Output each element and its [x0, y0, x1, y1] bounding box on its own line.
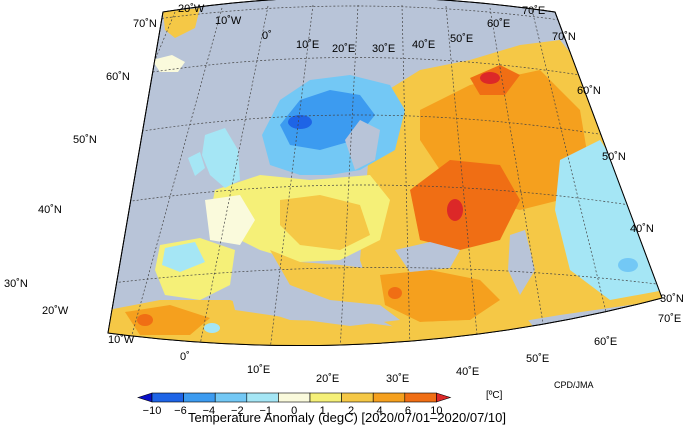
turkey-hot-spot [388, 287, 402, 299]
graticule-lat-70 [149, 5, 561, 21]
colorbar-segment [246, 392, 279, 403]
north-russia-peak-core [480, 72, 500, 84]
greenland-edge [163, 8, 200, 38]
colorbar-tick-label: −4 [203, 405, 216, 417]
map-border [107, 0, 663, 347]
scandinavia-coldest-spot [288, 115, 312, 129]
colorbar-min-arrow [137, 392, 153, 403]
lat-label-right: 70˚N [552, 31, 576, 43]
graticule-lon-10e [269, 4, 314, 346]
central-asia-cold-core [618, 258, 638, 272]
colorbar-segment [151, 392, 184, 403]
mediterranean-sea [230, 285, 400, 326]
lat-label-left: 70˚N [133, 18, 157, 30]
lon-label-top: 0˚ [262, 30, 272, 42]
graticule-lon-50e [489, 7, 546, 336]
colorbar-segment [183, 392, 216, 403]
lat-label-right: 40˚N [630, 223, 654, 235]
lat-label-right: 50˚N [602, 151, 626, 163]
lon-label-bottom: 40˚E [456, 366, 479, 378]
black-sea [395, 242, 460, 272]
colorbar-tick-label: 4 [376, 405, 382, 417]
lat-label-left: 30˚N [4, 278, 28, 290]
lon-label-top: 50˚E [450, 33, 473, 45]
british-isles [202, 128, 240, 188]
morocco-hot-spot [137, 314, 153, 326]
colorbar-max-arrow [436, 392, 452, 403]
ukraine-hot-region [410, 160, 520, 250]
lon-label-top: 40˚E [412, 39, 435, 51]
graticule-lat-50 [117, 114, 606, 136]
turkey-region [380, 270, 500, 322]
lon-label-bottom: 30˚E [386, 373, 409, 385]
north-africa-warm [125, 305, 210, 335]
france-mixed-region [205, 195, 255, 245]
italy-balkans-region [270, 250, 395, 310]
algeria-cool-spot [204, 323, 220, 333]
colorbar-tick-label: 2 [348, 405, 354, 417]
lon-label-bottom: 70˚E [658, 313, 681, 325]
credit-label: CPD/JMA [554, 380, 594, 390]
colorbar-tick-label: −2 [231, 405, 244, 417]
lon-label-bottom: 20˚E [316, 373, 339, 385]
graticule-lon-20e [339, 4, 359, 346]
colorbar: −10 −6 −4 −2 −1 0 1 2 4 6 10 [137, 392, 452, 417]
lon-label-top: 30˚E [372, 43, 395, 55]
lon-label-bottom: 60˚E [594, 336, 617, 348]
colorbar-unit: [ºC] [486, 390, 503, 401]
lon-label-top: 10˚W [215, 15, 242, 27]
graticule-lon-10w [131, 7, 223, 336]
lon-label-bottom: 0˚ [180, 351, 190, 363]
graticule-lon-40e [445, 5, 479, 346]
iberia-cool-patch [162, 242, 205, 272]
colorbar-tick-label: −10 [143, 405, 162, 417]
lon-label-top: 20˚E [332, 43, 355, 55]
iceland [152, 55, 185, 72]
lat-label-left: 60˚N [106, 71, 130, 83]
colorbar-tick-label: −1 [259, 405, 272, 417]
lat-label-left: 40˚N [38, 204, 62, 216]
central-asia-cool-region [555, 140, 662, 300]
lat-label-left: 50˚N [73, 134, 97, 146]
graticule-lat-60 [132, 57, 581, 76]
lat-label-right: 60˚N [577, 85, 601, 97]
ireland [188, 152, 205, 176]
lon-label-bottom: 20˚W [42, 305, 69, 317]
colorbar-segment [214, 392, 248, 403]
lon-label-top: 20˚W [178, 3, 205, 15]
map-caption: Temperature Anomaly (degC) [2020/07/01–2… [188, 410, 506, 425]
colorbar-tick-label: −6 [174, 405, 187, 417]
colorbar-segment [341, 392, 374, 403]
caspian-sea [508, 230, 535, 295]
ukraine-peak-anomaly [447, 199, 463, 221]
baltic-sea [345, 120, 380, 170]
colorbar-tick-label: 0 [291, 405, 297, 417]
lon-label-top: 70˚E [522, 5, 545, 17]
colorbar-segment [372, 392, 406, 403]
colorbar-segment [278, 392, 311, 403]
graticule-lon-0 [199, 5, 269, 346]
lon-label-bottom: 10˚W [108, 334, 135, 346]
lat-label-right: 30˚N [660, 293, 684, 305]
colorbar-tick-label: 10 [430, 405, 442, 417]
lon-label-top: 10˚E [296, 39, 319, 51]
lon-label-bottom: 50˚E [526, 353, 549, 365]
colorbar-tick-label: 1 [320, 405, 326, 417]
colorbar-segment [404, 392, 437, 403]
colorbar-segment [309, 392, 342, 403]
graticule-lon-60e [531, 9, 609, 321]
lon-label-bottom: 10˚E [247, 364, 270, 376]
colorbar-tick-label: 6 [405, 405, 411, 417]
lon-label-top: 60˚E [487, 18, 510, 30]
graticule-lon-30e [401, 4, 411, 346]
graticule-lat-30 [108, 267, 662, 286]
